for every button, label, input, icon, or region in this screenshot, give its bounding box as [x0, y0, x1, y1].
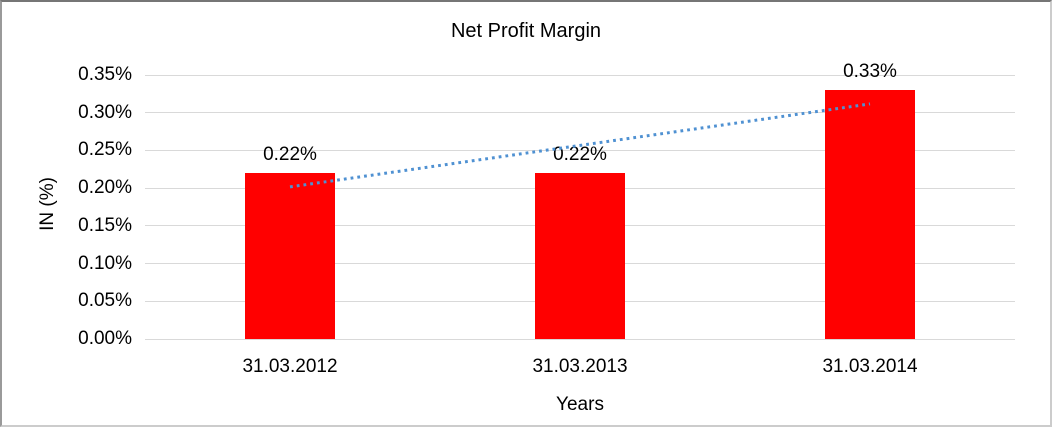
y-axis-tick-label: 0.25%	[78, 139, 132, 161]
bar	[535, 173, 625, 339]
y-axis-tick-label: 0.35%	[78, 64, 132, 85]
y-axis-tick-label: 0.15%	[78, 214, 132, 236]
y-axis-tick-label: 0.05%	[78, 290, 132, 312]
y-axis-tick-label: 0.10%	[78, 252, 132, 274]
plot-area: 0.22% 0.22% 0.33%	[145, 62, 1015, 340]
y-axis-tick-label: 0.30%	[78, 101, 132, 123]
y-axis-tick-label: 0.00%	[78, 328, 132, 349]
gridline	[145, 74, 1015, 76]
chart-title: Net Profit Margin	[450, 20, 602, 42]
x-axis-tick-label: 31.03.2013	[532, 356, 628, 377]
y-axis-tick-label: 0.20%	[78, 177, 132, 199]
bar	[825, 90, 915, 339]
bar-data-label: 0.22%	[553, 144, 607, 166]
x-axis-tick-label: 31.03.2014	[822, 356, 918, 377]
bar-data-label: 0.33%	[843, 61, 897, 83]
x-axis-title: Years	[556, 394, 604, 415]
x-axis-tick-label: 31.03.2012	[242, 356, 338, 377]
bar	[245, 173, 335, 339]
gridline	[145, 338, 1015, 340]
bar-data-label: 0.22%	[263, 144, 317, 166]
